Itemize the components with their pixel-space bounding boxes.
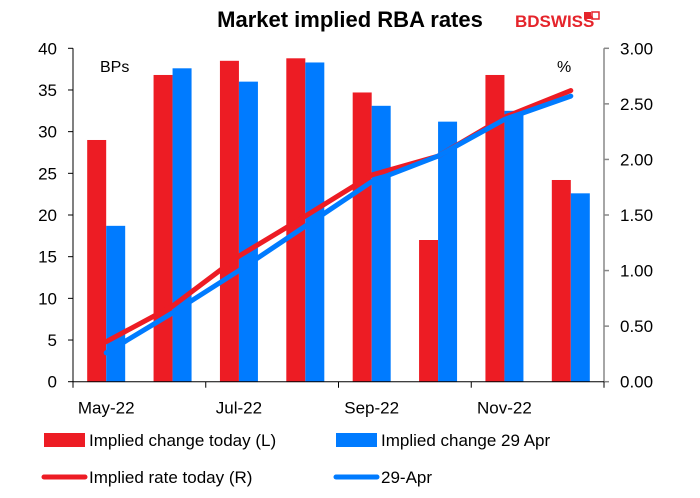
bar-today-Dec-22: [551, 179, 571, 382]
bar-29apr-Sep-22: [371, 105, 391, 382]
logo-mark-icon: [584, 11, 600, 20]
left-tick-label: 35: [38, 81, 57, 100]
right-tick-label: 2.00: [620, 150, 653, 169]
x-tick-label: Nov-22: [477, 399, 532, 418]
bar-29apr-Nov-22: [504, 110, 524, 382]
legend-item: 29-Apr: [333, 468, 432, 487]
x-tick-label: May-22: [78, 399, 135, 418]
right-tick-label: 0.00: [620, 373, 653, 392]
left-tick-label: 15: [38, 248, 57, 267]
brand-logo: BDSWISS: [515, 11, 600, 31]
bar-29apr-Oct-22: [438, 121, 458, 382]
left-axis-unit: BPs: [100, 59, 129, 76]
legend-label: Implied change 29 Apr: [381, 431, 551, 450]
x-tick-label: Jul-22: [216, 399, 262, 418]
legend-label: Implied rate today (R): [89, 468, 252, 487]
right-tick-label: 2.50: [620, 95, 653, 114]
legend-label: 29-Apr: [381, 468, 432, 487]
bar-today-Sep-22: [352, 92, 372, 382]
left-tick-label: 40: [38, 39, 57, 58]
left-tick-label: 20: [38, 206, 57, 225]
bar-29apr-Jun-22: [172, 68, 192, 382]
line-29-apr: [103, 93, 574, 356]
bar-29apr-Dec-22: [570, 193, 590, 382]
legend-label: Implied change today (L): [89, 431, 276, 450]
left-tick-label: 30: [38, 123, 57, 142]
legend-item: Implied rate today (R): [41, 468, 252, 487]
legend-swatch: [336, 433, 377, 447]
x-tick-label: Sep-22: [344, 399, 399, 418]
right-tick-label: 1.50: [620, 206, 653, 225]
right-tick-label: 3.00: [620, 39, 653, 58]
bar-today-May-22: [87, 139, 107, 382]
legend-item: Implied change today (L): [44, 431, 276, 450]
bar-today-Nov-22: [485, 74, 505, 382]
right-axis-unit: %: [557, 59, 571, 76]
bar-today-Jul-22: [219, 60, 239, 382]
left-tick-label: 0: [48, 373, 57, 392]
chart-title: Market implied RBA rates: [217, 7, 483, 32]
right-tick-label: 1.00: [620, 262, 653, 281]
left-tick-label: 10: [38, 289, 57, 308]
bar-today-Jun-22: [153, 74, 173, 382]
bar-today-Oct-22: [419, 240, 439, 382]
bar-29apr-Jul-22: [238, 81, 258, 382]
left-tick-label: 25: [38, 164, 57, 183]
bar-29apr-May-22: [106, 225, 126, 382]
legend-swatch: [44, 433, 85, 447]
logo-text: BDSWISS: [515, 12, 594, 31]
left-tick-label: 5: [48, 331, 57, 350]
legend-item: Implied change 29 Apr: [336, 431, 551, 450]
right-tick-label: 0.50: [620, 317, 653, 336]
